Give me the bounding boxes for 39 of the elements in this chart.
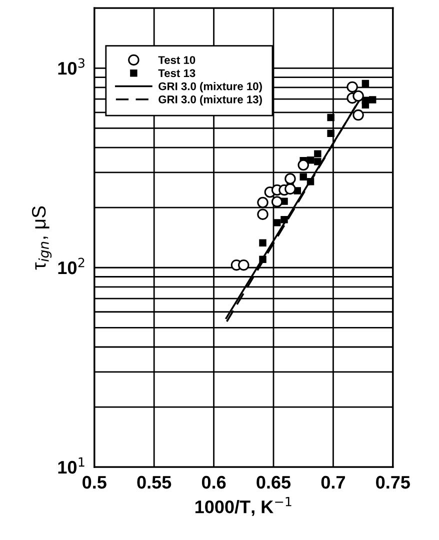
x-tick-label: 0.5 — [82, 476, 106, 489]
point — [346, 81, 358, 93]
point — [327, 130, 334, 137]
legend-label: Test 13 — [158, 69, 196, 78]
point — [284, 173, 296, 184]
x-tick-label: 0.75 — [376, 476, 410, 489]
point — [238, 259, 250, 271]
point — [327, 114, 334, 122]
point — [306, 156, 314, 164]
point — [259, 239, 266, 247]
point — [280, 216, 288, 224]
legend-label: GRI 3.0 (mixture 10) — [158, 82, 262, 92]
point — [352, 90, 364, 102]
y-tick-label: 10$^{3}$ — [58, 58, 84, 75]
point — [259, 256, 266, 263]
x-axis-title: 1000/T, K$^{−1}$ — [195, 496, 292, 516]
point — [314, 150, 322, 158]
x-tick-label: 0.55 — [137, 476, 172, 489]
point — [306, 178, 314, 186]
point — [314, 158, 322, 166]
point — [273, 219, 281, 226]
x-tick-label: 0.7 — [321, 476, 345, 489]
point — [284, 183, 296, 195]
y-tick-label: 10$^{2}$ — [58, 258, 84, 274]
point — [362, 96, 370, 104]
point — [298, 159, 309, 171]
legend-label: GRI 3.0 (mixture 13) — [158, 95, 262, 106]
point — [300, 173, 307, 181]
point — [257, 196, 268, 208]
point — [257, 208, 268, 220]
point — [362, 80, 370, 88]
point — [368, 96, 376, 104]
point — [352, 109, 364, 121]
x-tick-label: 0.6 — [202, 476, 226, 489]
legend-label: Test 10 — [158, 56, 196, 64]
y-axis-title: τ$_{ign}$, μS — [32, 206, 52, 270]
x-tick-label: 0.65 — [256, 476, 291, 489]
y-tick-label: 10$^{1}$ — [58, 457, 84, 474]
point — [271, 196, 283, 208]
